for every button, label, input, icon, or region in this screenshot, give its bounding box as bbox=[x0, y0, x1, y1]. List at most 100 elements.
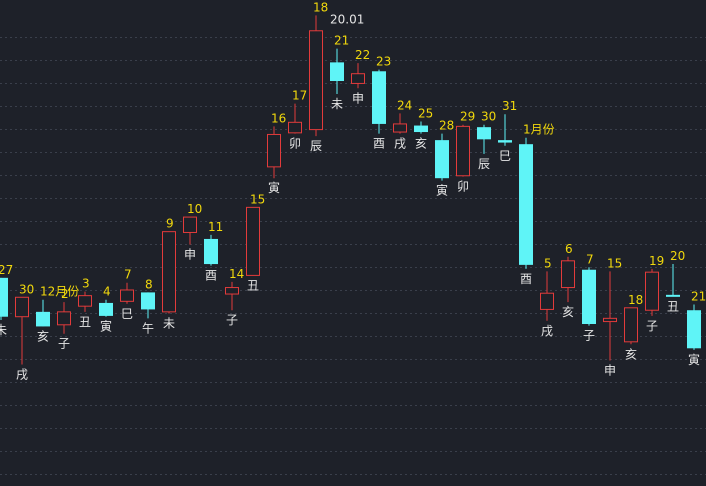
day-label: 3 bbox=[82, 277, 90, 291]
day-label: 8 bbox=[145, 277, 153, 291]
branch-label: 酉 bbox=[520, 272, 532, 286]
candle bbox=[582, 267, 596, 326]
day-label: 6 bbox=[565, 242, 573, 256]
candle-body bbox=[540, 292, 554, 310]
day-label: 30 bbox=[481, 110, 496, 124]
candle bbox=[309, 15, 323, 137]
branch-label: 申 bbox=[604, 363, 616, 377]
candle-body bbox=[582, 269, 596, 324]
day-label: 5 bbox=[544, 256, 552, 270]
branch-label: 巳 bbox=[121, 307, 133, 321]
branch-label: 寅 bbox=[688, 352, 700, 367]
candle-body bbox=[561, 260, 575, 289]
branch-label: 巳 bbox=[499, 149, 511, 163]
day-label: 28 bbox=[439, 119, 454, 133]
candle bbox=[414, 121, 428, 134]
candle-body bbox=[15, 296, 29, 318]
day-label: 16 bbox=[271, 111, 286, 125]
candle bbox=[561, 256, 575, 303]
day-label: 17 bbox=[292, 89, 307, 103]
branch-label: 辰 bbox=[478, 157, 490, 171]
candle bbox=[183, 216, 197, 245]
candle bbox=[498, 114, 512, 146]
candle bbox=[36, 299, 50, 327]
candle-body bbox=[456, 125, 470, 177]
candle-body bbox=[666, 294, 680, 297]
candle bbox=[120, 282, 134, 304]
branch-label: 亥 bbox=[37, 329, 49, 343]
branch-label: 丑 bbox=[667, 299, 679, 313]
branch-label: 戌 bbox=[541, 324, 553, 338]
day-label: 15 bbox=[250, 192, 265, 206]
day-label: 27 bbox=[0, 263, 13, 277]
candle-body bbox=[372, 71, 386, 124]
candle-body bbox=[309, 30, 323, 131]
branch-label: 亥 bbox=[562, 305, 574, 319]
day-label: 14 bbox=[229, 267, 244, 281]
candle-body bbox=[162, 231, 176, 313]
day-label: 23 bbox=[376, 55, 391, 69]
branch-label: 子 bbox=[646, 319, 658, 333]
branch-label: 子 bbox=[226, 313, 238, 327]
day-label: 1月份 bbox=[523, 123, 555, 137]
candle-body bbox=[645, 271, 659, 311]
candle bbox=[57, 302, 71, 334]
branch-label: 申 bbox=[184, 248, 196, 262]
day-label: 22 bbox=[355, 48, 370, 62]
candle bbox=[393, 113, 407, 134]
candle-body bbox=[435, 140, 449, 179]
candle bbox=[666, 264, 680, 297]
branch-label: 卯 bbox=[457, 180, 469, 194]
branch-label: 戌 bbox=[16, 368, 28, 382]
branch-label: 申 bbox=[352, 91, 364, 105]
candle-body bbox=[498, 140, 512, 143]
day-label: 18 bbox=[313, 0, 328, 14]
candle bbox=[351, 63, 365, 89]
candle-body bbox=[225, 287, 239, 295]
branch-label: 未 bbox=[163, 316, 175, 330]
branch-label: 寅 bbox=[100, 319, 112, 334]
candle bbox=[15, 296, 29, 365]
branch-label: 酉 bbox=[373, 137, 385, 151]
day-label: 15 bbox=[607, 256, 622, 270]
day-label: 10 bbox=[187, 202, 202, 216]
candle-body bbox=[288, 121, 302, 134]
candle-body bbox=[519, 144, 533, 265]
day-label: 9 bbox=[166, 217, 174, 231]
day-label: 29 bbox=[460, 110, 475, 124]
candle bbox=[540, 271, 554, 321]
branch-label: 丑 bbox=[79, 315, 91, 329]
candle bbox=[288, 103, 302, 134]
candle-body bbox=[351, 73, 365, 84]
candle-series bbox=[0, 15, 701, 365]
branch-label: 寅 bbox=[268, 180, 280, 195]
day-label: 30 bbox=[19, 282, 34, 296]
day-label: 31 bbox=[502, 99, 517, 113]
branch-label: 子 bbox=[583, 329, 595, 343]
candle bbox=[603, 271, 617, 361]
candle bbox=[246, 206, 260, 276]
candle bbox=[162, 231, 176, 314]
day-label: 12月份 bbox=[40, 285, 79, 299]
day-label: 25 bbox=[418, 107, 433, 121]
branch-label: 子 bbox=[58, 337, 70, 351]
candle bbox=[519, 137, 533, 269]
branch-label: 未 bbox=[0, 323, 7, 337]
day-label: 7 bbox=[586, 252, 594, 266]
candle-body bbox=[330, 62, 344, 81]
branch-label: 亥 bbox=[625, 347, 637, 361]
candle-body bbox=[183, 216, 197, 233]
candle-body bbox=[99, 302, 113, 316]
candle bbox=[435, 133, 449, 181]
day-label: 7 bbox=[124, 268, 132, 282]
branch-label: 酉 bbox=[205, 269, 217, 283]
candle bbox=[225, 281, 239, 311]
day-label: 19 bbox=[649, 254, 664, 268]
branch-label: 卯 bbox=[289, 137, 301, 151]
candle-body bbox=[78, 295, 92, 307]
day-label: 11 bbox=[208, 220, 223, 234]
branch-label: 辰 bbox=[310, 139, 322, 153]
candle-body bbox=[603, 317, 617, 323]
